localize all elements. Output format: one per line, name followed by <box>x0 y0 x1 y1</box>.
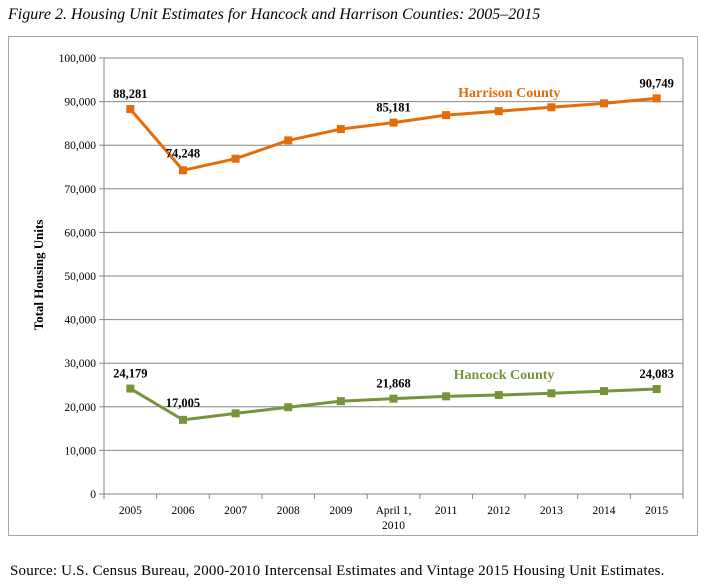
gridlines <box>104 57 683 451</box>
data-point <box>284 136 293 145</box>
axes <box>99 57 684 499</box>
data-point <box>600 387 609 396</box>
data-point <box>494 391 503 400</box>
x-tick-label: 2011 <box>435 505 458 517</box>
y-tick-label: 40,000 <box>64 315 96 327</box>
chart-frame <box>8 36 698 536</box>
data-label: 90,749 <box>639 76 673 90</box>
data-label: 21,868 <box>376 377 410 391</box>
series-line <box>129 387 657 422</box>
data-point <box>547 389 556 398</box>
x-tick-label: 2006 <box>171 505 194 517</box>
data-label: 85,181 <box>376 101 410 115</box>
data-label: 88,281 <box>113 87 147 101</box>
series-name-label: Harrison County <box>458 86 560 101</box>
data-point <box>126 105 135 114</box>
data-point <box>126 384 135 393</box>
data-point <box>178 415 187 424</box>
x-tick-label: 2005 <box>119 505 142 517</box>
x-tick-label: 2010 <box>382 520 405 532</box>
x-tick-label: April 1, <box>376 505 412 517</box>
x-tick-labels: 2005 2006 2007 2008 2009 April 1, 2010 2011 2012… <box>119 505 669 532</box>
data-point <box>336 397 345 406</box>
x-tick-label: 2013 <box>540 505 563 517</box>
y-tick-label: 100,000 <box>59 53 97 65</box>
y-tick-label: 10,000 <box>64 445 96 457</box>
y-tick-label: 50,000 <box>64 271 96 283</box>
series-group: Harrison County88,28174,24885,18190,749H… <box>113 76 674 424</box>
data-label: 17,005 <box>166 396 200 410</box>
x-tick-label: 2015 <box>645 505 668 517</box>
data-point <box>442 392 451 401</box>
y-axis-label: Total Housing Units <box>31 220 46 331</box>
data-point <box>600 99 609 108</box>
y-tick-label: 60,000 <box>64 227 96 239</box>
data-point <box>442 111 451 120</box>
data-label: 24,083 <box>639 367 673 381</box>
data-point <box>231 154 240 163</box>
data-point <box>231 409 240 418</box>
x-tick-label: 2007 <box>224 505 247 517</box>
source-note: Source: U.S. Census Bureau, 2000-2010 In… <box>10 563 665 579</box>
y-tick-label: 0 <box>90 489 96 501</box>
figure-title: Figure 2. Housing Unit Estimates for Han… <box>8 6 541 23</box>
x-tick-label: 2012 <box>487 505 510 517</box>
y-tick-label: 30,000 <box>64 358 96 370</box>
y-tick-label: 90,000 <box>64 97 96 109</box>
x-tick-label: 2008 <box>277 505 300 517</box>
series-hancock: Hancock County 24,179 17,005 21,868 24,083 <box>113 367 674 424</box>
data-point <box>336 125 345 134</box>
y-tick-label: 80,000 <box>64 140 96 152</box>
data-point <box>652 94 661 103</box>
data-point <box>178 166 187 175</box>
x-tick-label: 2014 <box>593 505 616 517</box>
data-point <box>284 403 293 412</box>
data-point <box>494 107 503 116</box>
y-tick-label: 70,000 <box>64 184 96 196</box>
y-tick-label: 20,000 <box>64 402 96 414</box>
data-point <box>547 103 556 112</box>
data-point <box>389 394 398 403</box>
data-point <box>389 118 398 127</box>
y-tick-labels: 0 10,000 20,000 30,000 40,000 50,000 60,000 70,… <box>59 53 97 501</box>
data-label: 74,248 <box>166 146 200 160</box>
series-name-label: Hancock County <box>454 368 555 383</box>
data-point <box>652 384 661 393</box>
series-harrison: Harrison County 88,281 74,248 85,181 90,749 <box>113 76 674 175</box>
data-label: 24,179 <box>113 367 147 381</box>
x-tick-label: 2009 <box>329 505 352 517</box>
